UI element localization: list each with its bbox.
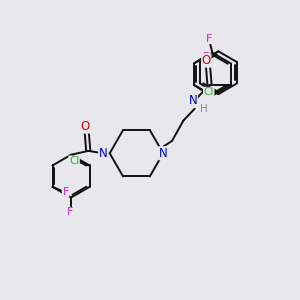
Text: N: N [159,147,168,160]
Text: O: O [202,54,211,67]
Text: Cl: Cl [204,87,214,97]
Text: N: N [99,147,107,160]
Text: F: F [67,207,74,218]
Text: H: H [200,104,208,114]
Text: F: F [203,52,210,62]
Text: N: N [188,94,197,107]
Text: Cl: Cl [69,156,79,166]
Text: F: F [62,187,69,196]
Text: O: O [80,120,90,133]
Text: F: F [206,34,213,44]
